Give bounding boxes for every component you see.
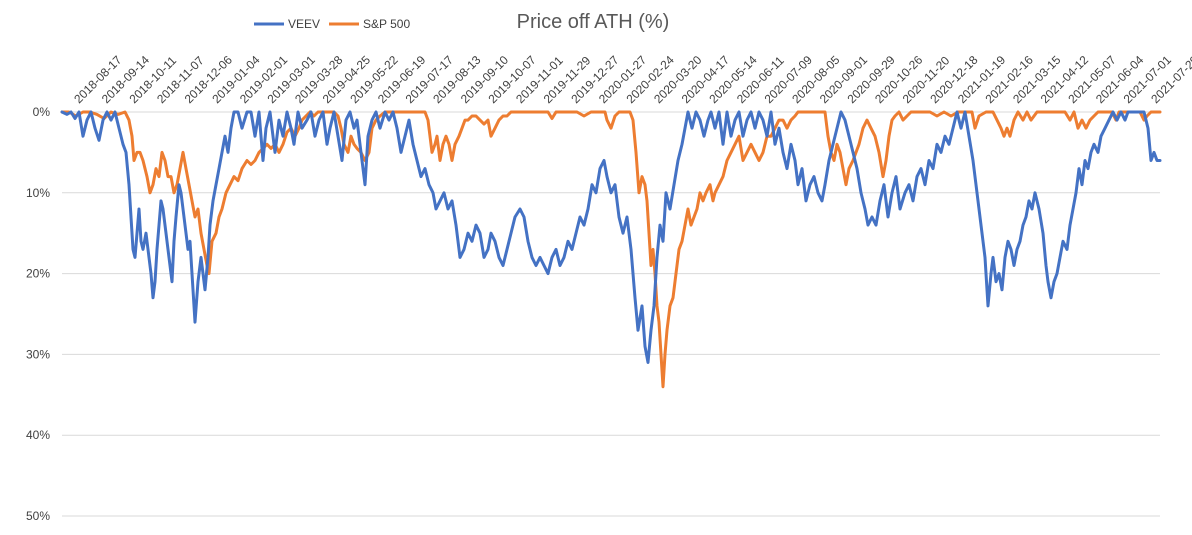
y-tick-label: 20% <box>26 267 50 281</box>
legend-label-sp500: S&P 500 <box>363 17 410 31</box>
y-tick-label: 50% <box>26 509 50 523</box>
chart-title: Price off ATH (%) <box>517 11 670 33</box>
y-tick-label: 40% <box>26 428 50 442</box>
x-axis-ticks: 2018-08-172018-09-142018-10-112018-11-07… <box>71 53 1192 107</box>
legend-label-veev: VEEV <box>288 17 320 31</box>
series-lines <box>60 110 1162 389</box>
legend: VEEV S&P 500 <box>254 17 410 31</box>
y-tick-label: 0% <box>33 105 51 119</box>
gridlines <box>62 111 1160 517</box>
y-axis-ticks: 0% 10% 20% 30% 40% 50% <box>26 105 50 523</box>
y-tick-label: 30% <box>26 347 50 361</box>
series-line-veev <box>60 110 1162 364</box>
y-tick-label: 10% <box>26 186 50 200</box>
series-line-s-p-500 <box>60 110 1162 389</box>
